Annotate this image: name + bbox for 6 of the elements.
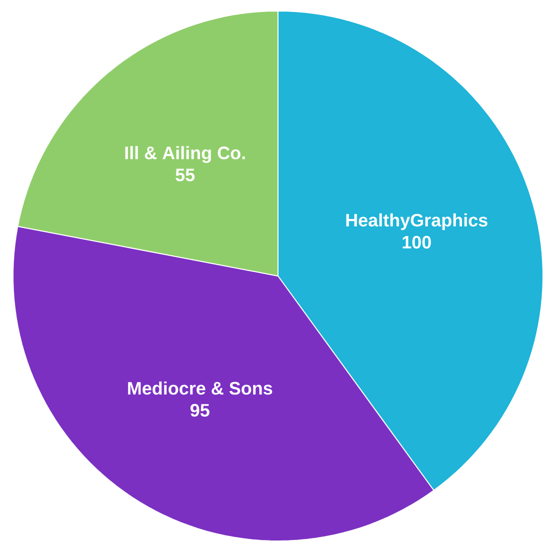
- data-label: 55: [176, 168, 195, 182]
- slice-label: Mediocre & Sons: [128, 381, 272, 395]
- data-label: 100: [402, 236, 431, 249]
- slice-label: Ill & Ailing Co.: [125, 146, 245, 163]
- slice-label: HealthyGraphics: [346, 213, 488, 230]
- data-label: 95: [190, 404, 210, 417]
